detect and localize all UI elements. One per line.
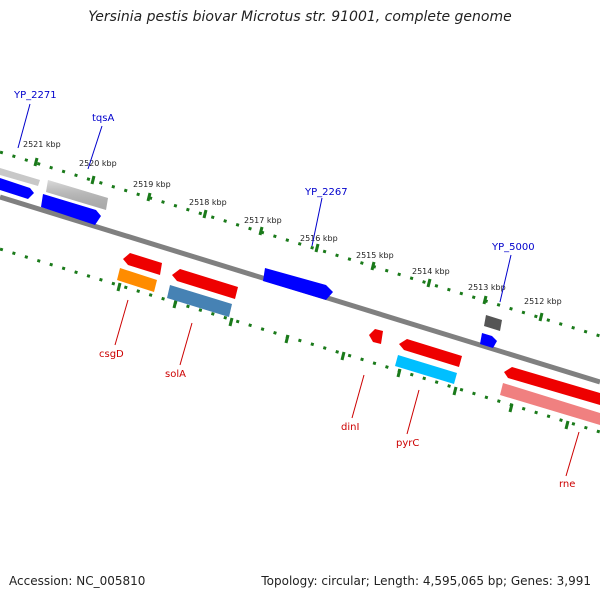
label-leader	[406, 389, 420, 435]
gene-block[interactable]	[500, 383, 600, 425]
gene-arrow[interactable]	[263, 268, 333, 300]
gene-arrow[interactable]	[41, 194, 101, 225]
gene-block[interactable]	[117, 268, 157, 292]
label-leader	[565, 431, 580, 477]
reverse-track-dots	[0, 247, 600, 434]
label-leader	[17, 103, 31, 149]
reverse-genes	[117, 253, 600, 425]
tick-label: 2520 kbp	[79, 159, 117, 168]
tick-label: 2512 kbp	[524, 297, 562, 306]
gene-label-sola: solA	[165, 369, 186, 380]
gene-label-pyrc: pyrC	[396, 438, 419, 449]
gene-overlay	[46, 180, 108, 210]
accession-text: Accession: NC_005810	[9, 574, 146, 588]
tick-label: 2516 kbp	[300, 234, 338, 243]
gene-arrow[interactable]	[123, 253, 162, 275]
tick-marks	[33, 157, 570, 430]
gene-block[interactable]	[0, 168, 40, 186]
gene-label-yp2267: YP_2267	[304, 187, 348, 198]
gene-label-dini: dinI	[341, 422, 359, 433]
label-leader	[114, 299, 129, 346]
label-leader	[351, 374, 365, 419]
gene-arrow[interactable]	[0, 178, 34, 199]
tick-label: 2518 kbp	[189, 198, 227, 207]
gene-arrow[interactable]	[399, 339, 462, 367]
tick-label: 2519 kbp	[133, 180, 171, 189]
tick-label: 2515 kbp	[356, 251, 394, 260]
gene-block[interactable]	[484, 315, 502, 331]
gene-arrow[interactable]	[504, 367, 600, 405]
gene-label-rne: rne	[559, 479, 575, 490]
gene-block[interactable]	[167, 285, 232, 317]
gene-label-yp2271: YP_2271	[13, 90, 57, 101]
label-leader	[499, 254, 512, 303]
forward-genes	[0, 168, 502, 348]
gene-block[interactable]	[395, 355, 457, 384]
tick-label: 2517 kbp	[244, 216, 282, 225]
label-leader	[311, 197, 323, 247]
gene-arrow[interactable]	[369, 329, 383, 344]
tick-label: 2514 kbp	[412, 267, 450, 276]
tick-label: 2513 kbp	[468, 283, 506, 292]
gene-label-yp5000: YP_5000	[491, 242, 535, 253]
genome-title: Yersinia pestis biovar Microtus str. 910…	[88, 9, 512, 25]
gene-arrow[interactable]	[172, 269, 238, 299]
tick-label: 2521 kbp	[23, 140, 61, 149]
gene-arrow[interactable]	[480, 333, 497, 348]
label-leader	[87, 125, 103, 170]
gene-label-tqsa: tqsA	[92, 113, 114, 124]
genome-summary-text: Topology: circular; Length: 4,595,065 bp…	[261, 574, 591, 588]
forward-track-dots	[0, 150, 600, 338]
label-leader	[179, 322, 193, 366]
gene-label-csgd: csgD	[99, 349, 124, 360]
